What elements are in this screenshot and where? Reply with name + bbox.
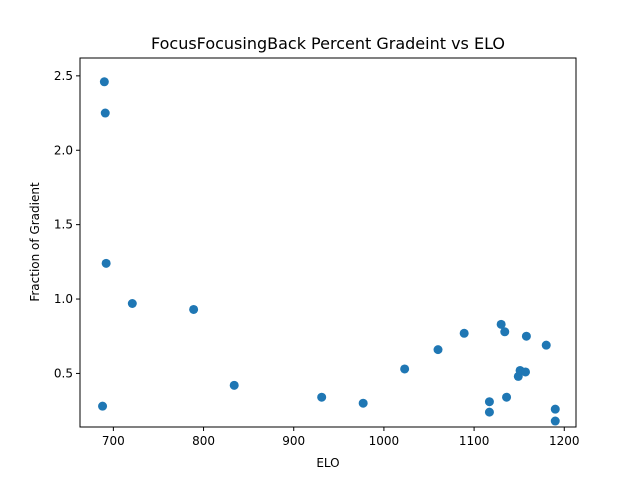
data-point xyxy=(229,380,239,390)
y-tick-label: 2.5 xyxy=(54,69,73,83)
data-point xyxy=(550,404,560,414)
data-point xyxy=(484,397,494,407)
x-tick-label: 1100 xyxy=(459,434,490,448)
data-point xyxy=(317,392,327,402)
x-tick-label: 1000 xyxy=(369,434,400,448)
data-point xyxy=(550,416,560,426)
data-point xyxy=(502,392,512,402)
data-point xyxy=(484,407,494,417)
x-axis-ticks: 700 800 900 1000 1100 1200 xyxy=(102,427,580,448)
data-point xyxy=(500,327,510,337)
data-point xyxy=(98,401,108,411)
data-point xyxy=(496,319,506,329)
y-tick-label: 0.5 xyxy=(54,366,73,380)
data-point xyxy=(521,331,531,341)
y-tick-label: 1.5 xyxy=(54,218,73,232)
data-points xyxy=(98,77,560,426)
x-tick-label: 900 xyxy=(282,434,305,448)
data-point xyxy=(99,77,109,87)
y-tick-label: 2.0 xyxy=(54,143,73,157)
data-point xyxy=(541,340,551,350)
plot-area-frame xyxy=(79,57,577,428)
y-axis-ticks: 0.5 1.0 1.5 2.0 2.5 xyxy=(54,69,80,380)
x-axis-label: ELO xyxy=(316,456,339,470)
data-point xyxy=(100,108,110,118)
data-point xyxy=(459,328,469,338)
y-axis-label: Fraction of Gradient xyxy=(28,182,42,302)
data-point xyxy=(127,299,137,309)
x-tick-label: 800 xyxy=(192,434,215,448)
chart-title: FocusFocusingBack Percent Gradeint vs EL… xyxy=(151,34,505,53)
y-tick-label: 1.0 xyxy=(54,292,73,306)
x-tick-label: 700 xyxy=(102,434,125,448)
data-point xyxy=(101,258,111,268)
data-point xyxy=(520,367,530,377)
x-tick-label: 1200 xyxy=(549,434,580,448)
data-point xyxy=(189,304,199,314)
data-point xyxy=(433,345,443,355)
data-point xyxy=(358,398,368,408)
data-point xyxy=(400,364,410,374)
